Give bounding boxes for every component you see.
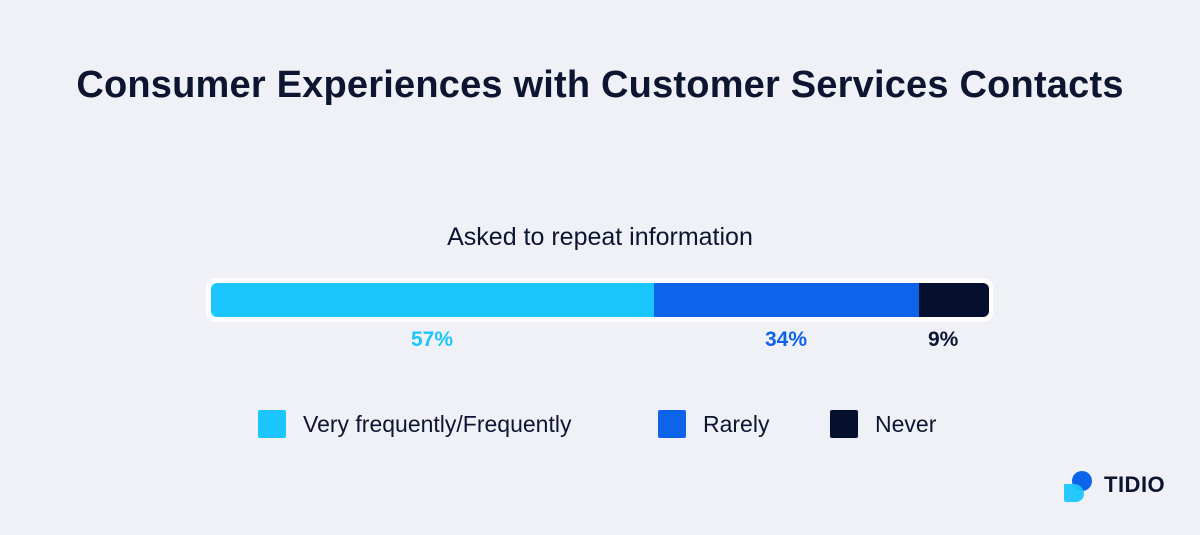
chat-bubble-icon (1064, 471, 1092, 502)
bar-segment-rarely (654, 283, 919, 317)
bar-segment-very-frequently (211, 283, 655, 317)
chart-subtitle: Asked to repeat information (447, 223, 753, 251)
legend-item-rarely: Rarely (658, 408, 769, 440)
legend-label: Rarely (703, 410, 770, 437)
legend-swatch (258, 410, 286, 438)
legend-label: Very frequently/Frequently (303, 410, 572, 437)
brand-logo: TIDIO (1062, 468, 1165, 502)
chart-title: Consumer Experiences with Customer Servi… (76, 64, 1124, 106)
legend-swatch (830, 410, 858, 438)
percentage-label-very-frequently: 57% (411, 328, 454, 351)
stacked-bar (211, 283, 989, 317)
legend-item-never: Never (830, 408, 936, 440)
legend-swatch (658, 410, 686, 438)
legend-label: Never (875, 410, 937, 437)
percentage-label-never: 9% (928, 328, 959, 351)
bar-segment-never (918, 283, 989, 317)
brand-name: TIDIO (1104, 472, 1166, 497)
percentage-label-rarely: 34% (765, 328, 808, 351)
legend-item-very-frequently: Very frequently/Frequently (258, 408, 571, 440)
